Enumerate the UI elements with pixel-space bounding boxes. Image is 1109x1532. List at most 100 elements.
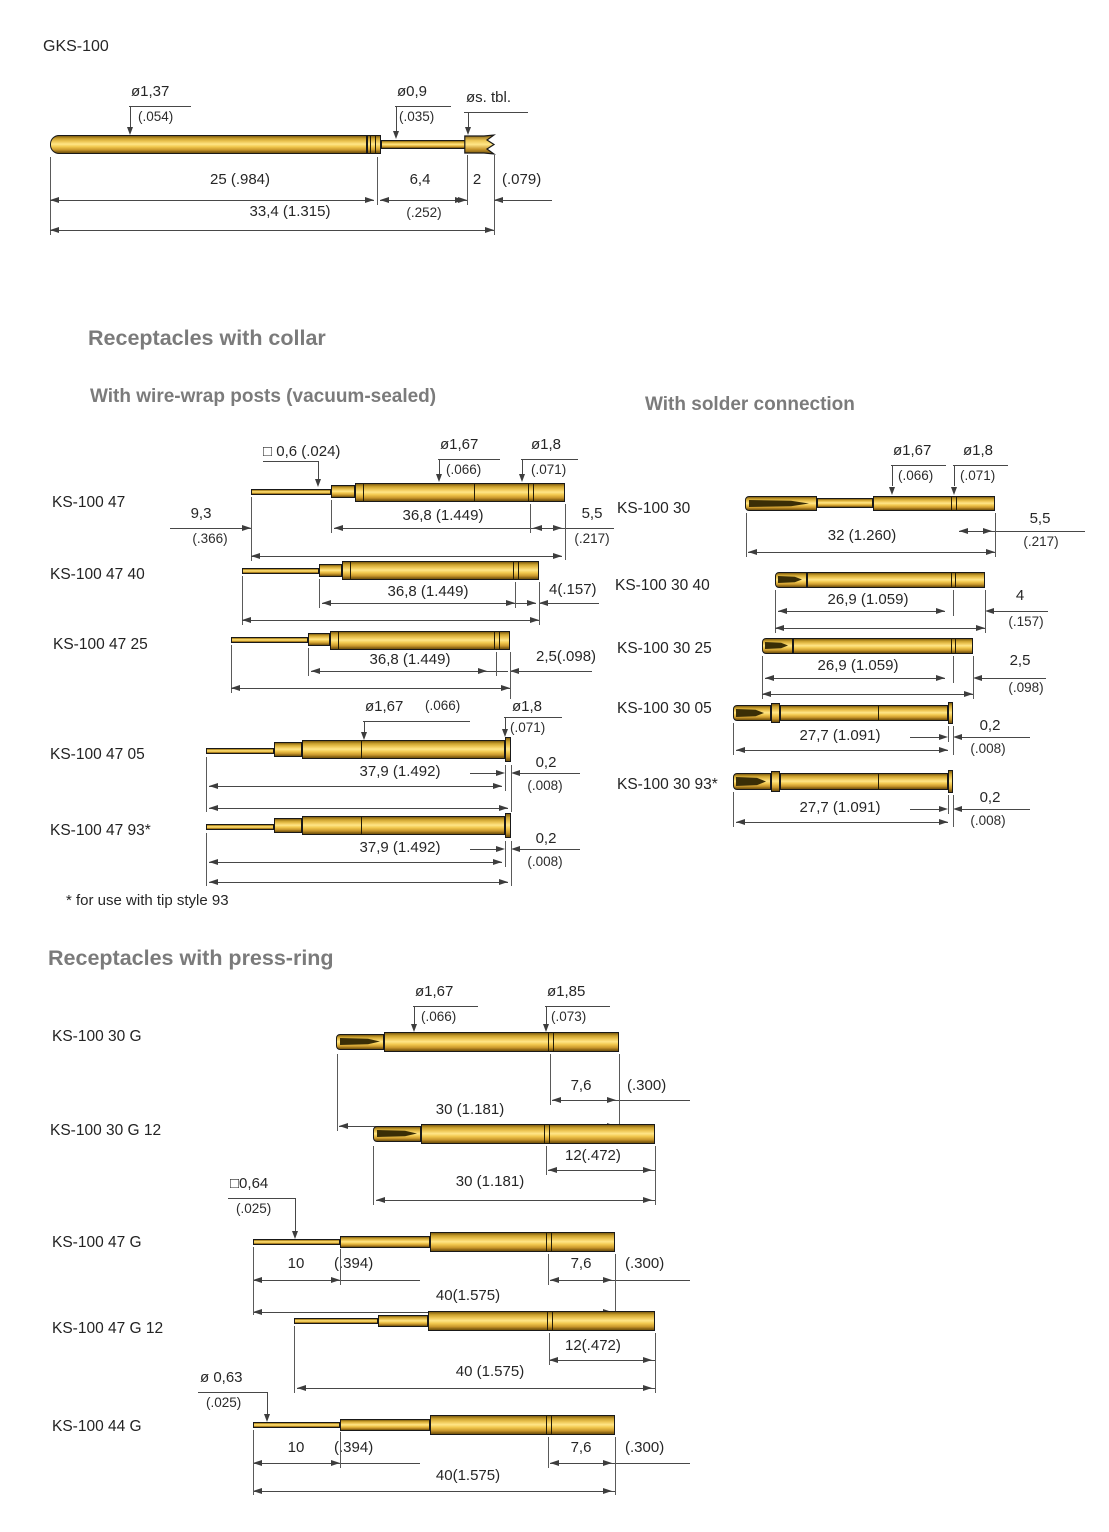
arrow-right-icon (331, 1277, 340, 1283)
arrow-left-icon (334, 525, 343, 531)
dim-line (959, 531, 1085, 533)
arrow-left-icon (736, 747, 745, 753)
arrow-right-icon (643, 1197, 652, 1203)
dim-line (170, 528, 251, 530)
dim-label: 2 (472, 171, 482, 188)
dim-label: ø1,67 (365, 698, 404, 715)
dim-line (765, 678, 945, 680)
part-label: KS-100 30 25 (617, 640, 712, 657)
press-ring (951, 638, 953, 654)
arrow-right-icon (458, 197, 467, 203)
probe-barrel (780, 705, 948, 721)
probe-barrel (50, 135, 367, 154)
dim-label: (.071) (531, 462, 567, 477)
dim-label: (.098) (1008, 680, 1044, 695)
press-ring (513, 561, 515, 580)
leader-line (363, 721, 470, 723)
probe-divider (878, 773, 880, 790)
dim-line (470, 849, 496, 851)
ext-line (550, 1054, 552, 1105)
dim-label: ø1,8 (531, 436, 562, 453)
ext-line (619, 1054, 621, 1131)
arrow-left-icon (959, 528, 968, 534)
dim-line (539, 603, 599, 605)
leader-line (892, 466, 894, 486)
dim-line (50, 200, 374, 202)
leader-line (953, 465, 1008, 467)
dim-label: (.071) (960, 468, 996, 483)
probe-flange (948, 702, 953, 724)
part-label: KS-100 30 G (52, 1028, 142, 1045)
press-ring (549, 1124, 551, 1144)
arrow-left-icon (549, 1357, 558, 1363)
probe-barrel (384, 1032, 619, 1052)
press-ring (518, 561, 520, 580)
arrow-right-icon (643, 1167, 652, 1173)
dim-label: (.394) (334, 1439, 374, 1456)
dim-label: 4(.157) (549, 581, 597, 598)
press-ring (956, 496, 958, 511)
probe-barrel (807, 572, 985, 588)
dim-label: (.066) (446, 462, 482, 477)
probe-collar (771, 703, 780, 723)
ext-line (505, 841, 507, 867)
section-heading-pressring: Receptacles with press-ring (48, 946, 334, 970)
arrow-right-icon (242, 525, 251, 531)
leader-line (504, 717, 562, 719)
arrow-right-icon (530, 617, 539, 623)
ext-line (511, 765, 513, 812)
leader-line (954, 466, 956, 486)
arrow-right-icon (986, 549, 995, 555)
leader-line (439, 460, 441, 474)
ext-line (546, 1146, 548, 1175)
dim-label: (.066) (425, 698, 461, 713)
dim-label: 7,6 (570, 1255, 592, 1272)
dim-line (50, 230, 494, 232)
leader-line (228, 1198, 296, 1200)
dim-label: 12(.472) (565, 1337, 621, 1354)
probe-divider (361, 816, 363, 835)
dim-line (510, 671, 592, 673)
probe-post (253, 1239, 340, 1245)
probe-flange (505, 813, 511, 838)
arrow-left-icon (380, 197, 389, 203)
dim-label: 2,5 (1009, 652, 1031, 669)
leader-line (505, 718, 507, 729)
dim-label: □ 0,6 (.024) (263, 443, 341, 460)
dim-label: 40(1.575) (435, 1287, 501, 1304)
arrow-right-icon (643, 1357, 652, 1363)
dim-line (470, 773, 496, 775)
solder-slot (736, 709, 764, 717)
probe-collar-line (370, 135, 372, 154)
ext-line (953, 795, 955, 827)
ext-line (530, 504, 532, 533)
press-ring (546, 1232, 548, 1252)
probe-barrel (793, 638, 973, 654)
dim-label: (.300) (627, 1077, 667, 1094)
arrow-left-icon (985, 608, 994, 614)
dim-label: 37,9 (1.492) (359, 763, 441, 780)
ext-line (539, 582, 541, 625)
ext-line (762, 656, 764, 699)
leader-line (130, 107, 132, 127)
dim-line (748, 552, 995, 554)
leader-line (129, 106, 191, 108)
dim-line (209, 882, 508, 884)
press-ring (499, 631, 501, 650)
arrow-left-icon (209, 859, 218, 865)
arrow-down-icon (465, 127, 471, 135)
arrow-left-icon (253, 1309, 262, 1315)
ext-line (510, 652, 512, 699)
ext-line (494, 155, 496, 235)
press-ring (552, 1311, 554, 1331)
arrow-down-icon (436, 474, 442, 482)
dim-label: 33,4 (1.315) (249, 203, 331, 220)
leader-line (464, 112, 528, 114)
arrow-down-icon (519, 474, 525, 482)
arrow-left-icon (762, 691, 771, 697)
probe-collar (771, 771, 780, 792)
ext-line (615, 1437, 617, 1495)
probe-barrel (342, 561, 539, 580)
dim-label: ø1,67 (440, 436, 479, 453)
arrow-down-icon (361, 732, 367, 740)
